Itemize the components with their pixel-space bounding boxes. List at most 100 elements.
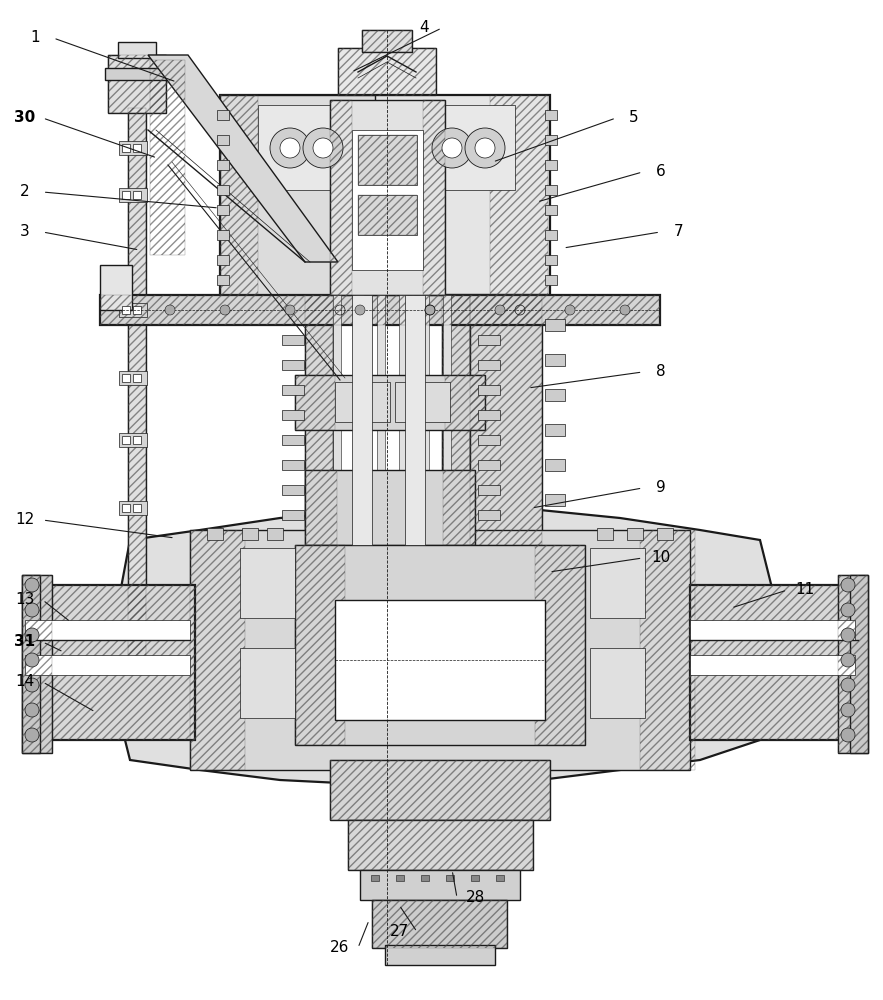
Bar	[690, 585, 858, 740]
Bar	[490, 95, 548, 295]
Bar	[217, 275, 229, 285]
Circle shape	[841, 728, 855, 742]
Bar	[545, 459, 565, 471]
Bar	[470, 295, 542, 545]
Circle shape	[25, 653, 39, 667]
Circle shape	[25, 678, 39, 692]
Bar	[305, 470, 337, 545]
Bar	[396, 875, 404, 881]
Bar	[119, 188, 147, 202]
Bar	[119, 433, 147, 447]
Text: 11: 11	[796, 582, 815, 597]
Bar	[133, 504, 141, 512]
Bar	[850, 575, 868, 753]
Bar	[395, 382, 450, 422]
Bar	[133, 191, 141, 199]
Bar	[220, 95, 550, 295]
Circle shape	[841, 653, 855, 667]
Bar	[358, 135, 417, 185]
Bar	[190, 530, 690, 770]
Bar	[838, 575, 868, 753]
Bar	[545, 255, 557, 265]
Bar	[590, 548, 645, 618]
Bar	[545, 185, 557, 195]
Bar	[640, 530, 695, 770]
Circle shape	[841, 603, 855, 617]
Bar	[22, 575, 52, 753]
Text: 27: 27	[389, 924, 409, 940]
Bar	[119, 141, 147, 155]
Circle shape	[25, 578, 39, 592]
Bar	[362, 30, 412, 52]
Bar	[217, 185, 229, 195]
Bar	[545, 424, 565, 436]
Bar	[590, 648, 645, 718]
Bar	[108, 55, 166, 113]
Bar	[282, 410, 304, 420]
Bar	[478, 485, 500, 495]
Bar	[119, 303, 147, 317]
Circle shape	[841, 578, 855, 592]
Bar	[122, 504, 130, 512]
Bar	[207, 528, 223, 540]
Bar	[335, 382, 390, 422]
Circle shape	[270, 128, 310, 168]
Bar	[358, 195, 417, 235]
Bar	[442, 295, 470, 545]
Circle shape	[25, 703, 39, 717]
Bar	[100, 265, 132, 310]
Bar	[240, 548, 295, 618]
Bar	[330, 100, 352, 295]
Bar	[690, 655, 855, 675]
Bar	[421, 875, 429, 881]
Circle shape	[465, 128, 505, 168]
Bar	[443, 295, 451, 545]
Bar	[358, 135, 417, 185]
Bar	[362, 30, 412, 52]
Bar	[217, 160, 229, 170]
Text: 3: 3	[19, 225, 30, 239]
Bar	[338, 48, 436, 96]
Bar	[133, 306, 141, 314]
Bar	[690, 585, 858, 740]
Bar	[545, 275, 557, 285]
Bar	[100, 295, 660, 325]
Bar	[690, 620, 855, 640]
Bar	[399, 295, 407, 545]
Bar	[122, 306, 130, 314]
Bar	[478, 460, 500, 470]
Bar	[372, 900, 507, 948]
Bar	[22, 575, 40, 753]
Circle shape	[165, 305, 175, 315]
Circle shape	[495, 305, 505, 315]
Circle shape	[280, 138, 300, 158]
Bar	[282, 435, 304, 445]
Bar	[355, 295, 363, 545]
Bar	[105, 68, 170, 80]
Text: 9: 9	[655, 481, 666, 495]
Bar	[421, 295, 429, 545]
Bar	[545, 110, 557, 120]
Bar	[282, 460, 304, 470]
Bar	[478, 335, 500, 345]
Text: 30: 30	[14, 110, 35, 125]
Bar	[220, 95, 258, 295]
Bar	[118, 42, 156, 58]
Bar	[220, 95, 375, 295]
Bar	[333, 295, 341, 545]
Bar	[358, 195, 417, 235]
Bar	[305, 470, 475, 545]
Bar	[122, 436, 130, 444]
Bar	[100, 295, 660, 325]
Bar	[190, 530, 245, 770]
Bar	[443, 470, 475, 545]
Bar	[545, 205, 557, 215]
Bar	[282, 385, 304, 395]
Circle shape	[25, 728, 39, 742]
Bar	[496, 875, 504, 881]
Circle shape	[285, 305, 295, 315]
Bar	[657, 528, 673, 540]
Text: 31: 31	[14, 635, 35, 650]
Text: 6: 6	[655, 164, 666, 180]
Bar	[352, 130, 423, 270]
